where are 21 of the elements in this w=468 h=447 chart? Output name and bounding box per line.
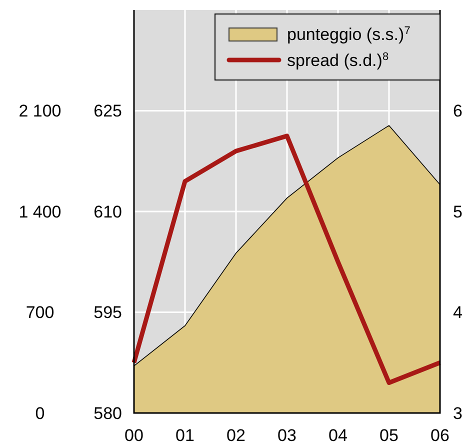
y3-tick-label: 700 [26, 303, 54, 322]
legend-label: spread (s.d.)$^{8}$ [287, 50, 389, 70]
y-tick-label: 625 [94, 102, 122, 121]
x-tick-label: 03 [278, 426, 296, 445]
y3-tick-label: 0 [35, 404, 45, 423]
legend-label: punteggio (s.s.)$^{7}$ [287, 24, 410, 44]
x-tick-label: 02 [226, 426, 246, 445]
y2-tick-label: 5 [453, 202, 462, 222]
y-tick-label: 610 [94, 202, 122, 222]
x-tick-label: 06 [430, 426, 450, 445]
y2-tick-label: 6 [453, 102, 462, 121]
y-tick-label: 580 [94, 404, 122, 423]
y3-tick-label: 2 100 [18, 102, 62, 121]
y3-tick-label: 1 400 [18, 202, 62, 222]
x-tick-label: 05 [380, 426, 398, 445]
y2-tick-label: 3 [453, 404, 462, 423]
y-tick-label: 595 [94, 303, 122, 322]
y2-tick-label: 4 [453, 303, 462, 322]
x-tick-label: 00 [124, 426, 144, 445]
x-tick-label: 04 [328, 426, 348, 445]
x-tick-label: 01 [176, 426, 194, 445]
